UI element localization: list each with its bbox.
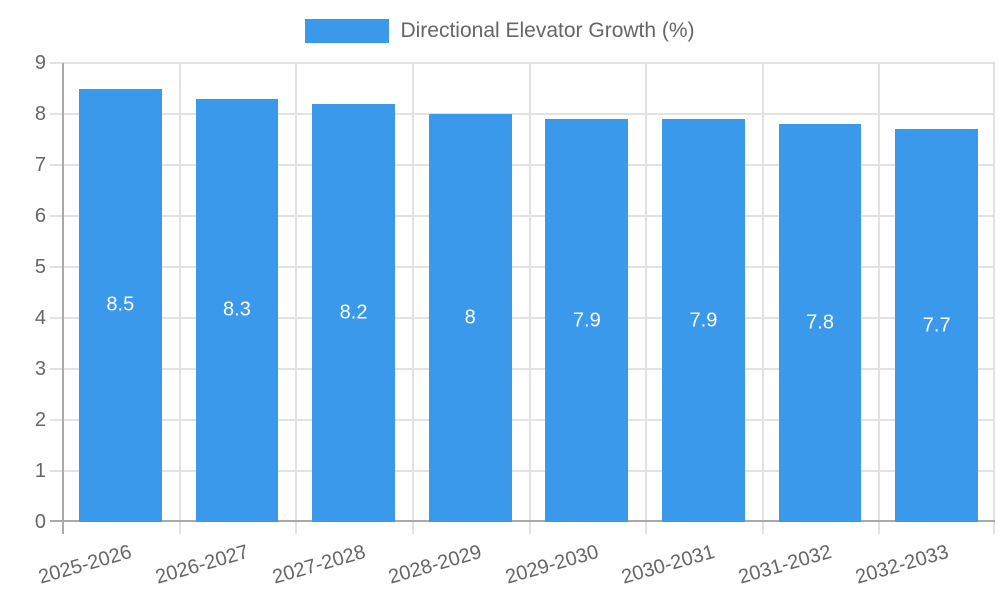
y-axis-tick-label: 8 [34,103,46,125]
x-gridline [295,63,298,534]
x-gridline [878,63,881,534]
bar-cell: 8.5 [62,63,179,522]
y-axis-tick-label: 1 [34,460,46,482]
bar-2028-2029[interactable]: 8 [428,114,512,522]
y-axis-tick-label: 7 [34,154,46,176]
y-axis-tick-label: 4 [34,307,46,329]
y-axis-tick-label: 2 [34,409,46,431]
bar-value-label: 8.5 [106,293,135,316]
bar-value-label: 7.9 [689,309,718,332]
chart-legend[interactable]: Directional Elevator Growth (%) [0,18,1000,44]
bar-2027-2028[interactable]: 8.2 [312,103,395,522]
bar-2026-2027[interactable]: 8.3 [195,98,279,522]
x-gridline [993,63,995,534]
bar-value-label: 8.3 [223,298,251,321]
bar-value-label: 8 [464,306,476,329]
y-gridline [50,62,995,64]
bars-layer: 8.5 8.3 8.2 8 7.9 7.9 7.8 7.7 [62,63,995,522]
bar-2030-2031[interactable]: 7.9 [662,119,745,522]
x-axis-line [50,520,995,522]
bar-value-label: 8.2 [339,301,368,324]
bar-cell: 8 [412,63,529,522]
bar-cell: 8.2 [295,63,412,522]
bar-value-label: 7.9 [572,309,601,332]
y-gridline [50,113,995,115]
y-gridline [50,164,995,166]
bar-cell: 8.3 [179,63,296,522]
bar-value-label: 7.8 [806,311,834,334]
y-axis-tick-label: 5 [34,256,46,278]
y-gridline [50,266,995,268]
y-axis-tick-label: 9 [34,52,46,74]
bar-2032-2033[interactable]: 7.7 [895,129,979,522]
bar-cell: 7.7 [878,63,995,522]
bar-cell: 7.8 [762,63,879,522]
x-gridline [178,63,181,534]
y-gridline [50,215,995,217]
bar-2031-2032[interactable]: 7.8 [778,124,862,522]
bar-2029-2030[interactable]: 7.9 [545,119,629,522]
y-axis-tick-label: 3 [34,358,46,380]
y-gridline [50,368,995,370]
bar-2025-2026[interactable]: 8.5 [78,88,162,522]
x-gridline [645,63,648,534]
y-axis-line [62,63,64,534]
x-gridline [411,63,414,534]
y-gridline [50,419,995,421]
bar-cell: 7.9 [529,63,646,522]
legend-label: Directional Elevator Growth (%) [400,19,695,42]
y-gridline [50,317,995,319]
bar-value-label: 7.7 [922,314,951,337]
x-gridline [761,63,764,534]
y-axis-tick-label: 0 [34,511,46,533]
legend-swatch [305,19,390,43]
y-gridline [50,470,995,472]
x-gridline [528,63,531,534]
y-axis-tick-label: 6 [34,205,46,227]
bar-cell: 7.9 [645,63,762,522]
